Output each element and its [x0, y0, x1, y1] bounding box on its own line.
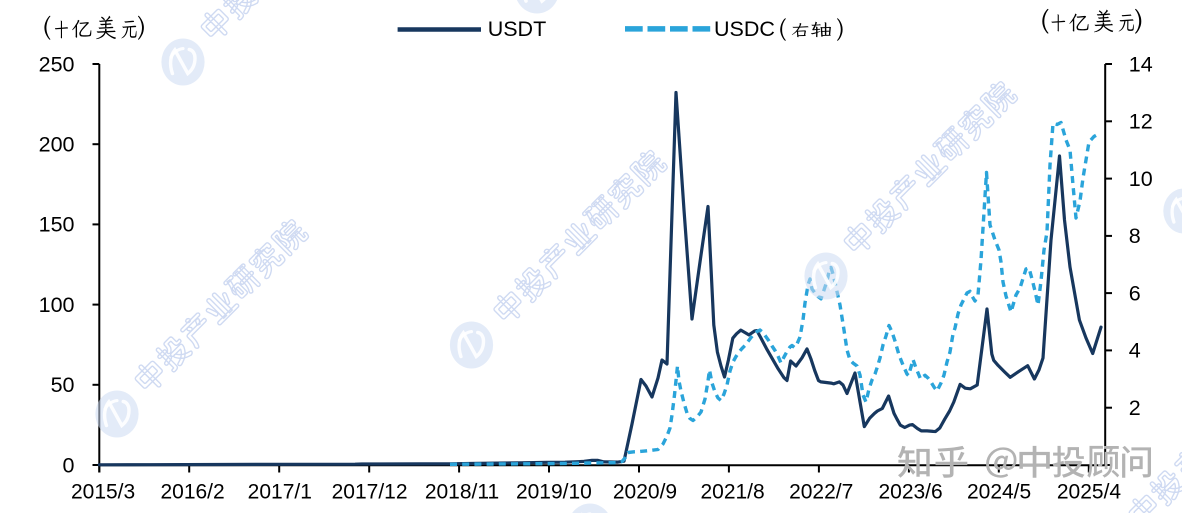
- svg-text:4: 4: [1129, 339, 1141, 363]
- svg-text:2017/12: 2017/12: [332, 481, 408, 504]
- svg-text:12: 12: [1129, 110, 1153, 134]
- svg-text:8: 8: [1129, 224, 1141, 248]
- svg-text:2022/7: 2022/7: [789, 481, 853, 504]
- svg-text:2: 2: [1129, 396, 1141, 420]
- svg-text:2020/9: 2020/9: [613, 481, 677, 504]
- svg-text:250: 250: [39, 52, 75, 76]
- svg-text:10: 10: [1129, 167, 1153, 191]
- svg-text:USDC: USDC: [714, 17, 775, 41]
- svg-text:2024/5: 2024/5: [967, 481, 1031, 504]
- svg-text:USDT: USDT: [488, 17, 547, 41]
- svg-text:0: 0: [63, 453, 75, 477]
- svg-text:2023/6: 2023/6: [878, 481, 942, 504]
- svg-text:2021/8: 2021/8: [700, 481, 764, 504]
- svg-text:200: 200: [39, 133, 75, 157]
- svg-text:14: 14: [1129, 52, 1153, 76]
- svg-text:6: 6: [1129, 281, 1141, 305]
- svg-text:150: 150: [39, 213, 75, 237]
- svg-text:2018/11: 2018/11: [425, 481, 499, 504]
- svg-text:2015/3: 2015/3: [71, 481, 135, 504]
- svg-text:2017/1: 2017/1: [248, 481, 312, 504]
- svg-text:100: 100: [39, 293, 75, 317]
- svg-text:2016/2: 2016/2: [160, 481, 224, 504]
- svg-text:50: 50: [51, 373, 75, 397]
- svg-text:2025/4: 2025/4: [1057, 481, 1122, 504]
- svg-text:2019/10: 2019/10: [516, 481, 592, 504]
